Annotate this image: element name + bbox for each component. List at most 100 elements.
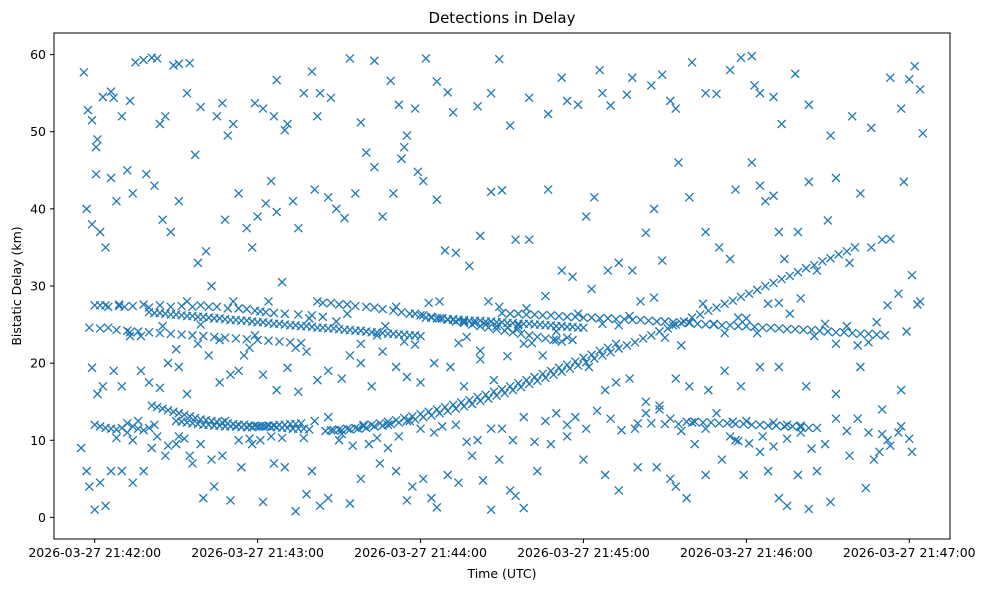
data-point (95, 323, 105, 333)
data-point (483, 296, 493, 306)
data-point (896, 104, 906, 114)
data-point (201, 246, 211, 256)
data-point (714, 418, 724, 428)
data-point (543, 185, 553, 195)
data-point (407, 482, 417, 492)
data-point (763, 421, 773, 431)
data-point (220, 333, 230, 343)
data-point (820, 439, 830, 449)
data-point (500, 326, 510, 336)
data-point (272, 75, 282, 85)
data-point (701, 88, 711, 98)
data-point (158, 215, 168, 225)
data-point (242, 304, 252, 314)
data-point (893, 289, 903, 299)
chart-title: Detections in Delay (429, 9, 576, 27)
data-point (511, 491, 521, 501)
data-point (728, 296, 738, 306)
data-point (513, 320, 523, 330)
data-point (342, 300, 352, 309)
data-point (464, 395, 474, 405)
data-point (494, 54, 504, 64)
data-point (394, 431, 404, 441)
data-point (826, 253, 835, 263)
data-point (394, 100, 404, 110)
data-point (228, 119, 238, 129)
data-point (747, 51, 757, 61)
data-point (570, 412, 580, 422)
y-tick-label: 0 (38, 510, 46, 525)
data-point (212, 302, 222, 312)
data-point (92, 389, 102, 399)
data-point (777, 274, 787, 284)
data-point (709, 319, 719, 329)
data-point (549, 335, 559, 345)
data-point (524, 93, 534, 103)
data-point (785, 271, 795, 281)
data-point (473, 392, 483, 402)
data-point (277, 277, 287, 287)
data-point (470, 318, 480, 328)
data-point (342, 309, 352, 319)
data-point (95, 227, 105, 237)
data-point (915, 84, 925, 94)
data-point (600, 470, 610, 480)
data-point (150, 420, 159, 430)
data-point (592, 406, 602, 416)
data-point (521, 303, 531, 313)
data-point (741, 321, 751, 331)
data-point (280, 309, 290, 319)
data-point (188, 458, 197, 468)
data-point (459, 318, 469, 328)
data-point (334, 435, 344, 445)
data-point (416, 310, 426, 320)
data-point (853, 414, 863, 424)
data-point (486, 505, 496, 515)
data-point (695, 310, 705, 319)
data-point (684, 317, 694, 327)
data-point (310, 185, 320, 195)
data-points (76, 51, 928, 516)
data-point (497, 308, 507, 318)
x-axis-label: Time (UTC) (466, 566, 536, 581)
data-point (505, 381, 515, 391)
data-point (250, 98, 260, 108)
data-point (79, 67, 89, 77)
data-point (473, 101, 483, 111)
data-point (462, 437, 472, 447)
data-point (530, 310, 540, 319)
data-point (790, 324, 800, 334)
data-point (755, 181, 765, 191)
data-point (212, 111, 222, 121)
data-point (630, 337, 640, 347)
data-point (687, 57, 697, 67)
data-point (171, 439, 181, 449)
data-point (283, 363, 292, 373)
data-point (223, 131, 233, 141)
x-tick-label: 2026-03-27 21:46:00 (680, 545, 813, 560)
data-point (160, 451, 170, 461)
data-point (606, 347, 616, 357)
data-point (524, 235, 534, 245)
data-point (234, 188, 244, 198)
data-point (494, 455, 504, 465)
data-point (641, 228, 651, 238)
data-point (625, 311, 635, 321)
data-point (82, 466, 92, 476)
data-point (831, 414, 841, 424)
data-point (809, 331, 819, 341)
data-point (578, 455, 588, 465)
data-point (122, 326, 132, 336)
data-point (855, 188, 865, 198)
data-point (266, 431, 276, 441)
data-point (125, 331, 135, 341)
data-point (489, 387, 499, 397)
data-point (589, 354, 599, 363)
data-point (671, 104, 681, 114)
data-point (407, 411, 417, 421)
data-point (350, 301, 360, 311)
data-point (84, 482, 94, 492)
data-point (144, 423, 154, 433)
data-point (785, 309, 795, 319)
data-point (264, 296, 273, 306)
